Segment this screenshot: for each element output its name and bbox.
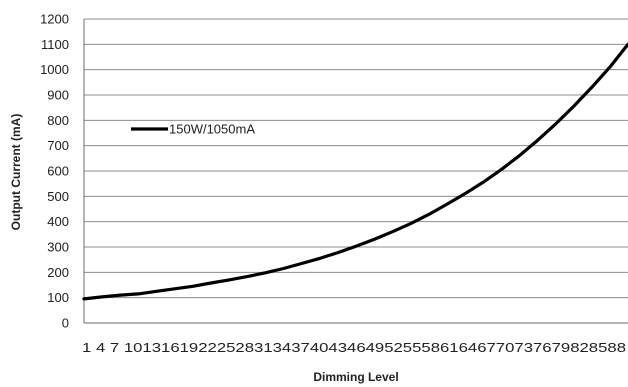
y-tick-labels: 0 100 200 300 400 500 600 700 800 900 1000 1100 1200 bbox=[40, 12, 69, 331]
y-tick-label: 400 bbox=[47, 214, 69, 229]
legend-label: 150W/1050mA bbox=[169, 122, 255, 137]
gridlines bbox=[84, 18, 628, 324]
x-axis-title: Dimming Level bbox=[313, 370, 398, 384]
y-tick-label: 900 bbox=[47, 88, 69, 103]
series-lines bbox=[82, 42, 628, 301]
y-tick-label: 500 bbox=[47, 189, 69, 204]
x-tick-labels: 1 4 7 1013161922252831343740434649525558… bbox=[82, 340, 626, 355]
y-tick-label: 600 bbox=[47, 164, 69, 179]
y-axis-title: Output Current (mA) bbox=[9, 114, 23, 231]
series-line bbox=[82, 42, 628, 301]
y-tick-label: 200 bbox=[47, 265, 69, 280]
legend: 150W/1050mA bbox=[131, 122, 255, 137]
y-tick-label: 800 bbox=[47, 113, 69, 128]
y-tick-label: 0 bbox=[62, 316, 69, 331]
y-tick-label: 700 bbox=[47, 138, 69, 153]
y-tick-label: 100 bbox=[47, 290, 69, 305]
y-tick-label: 1000 bbox=[40, 62, 69, 77]
y-tick-label: 1100 bbox=[41, 37, 69, 52]
y-tick-label: 1200 bbox=[40, 12, 69, 27]
y-tick-label: 300 bbox=[47, 240, 69, 255]
axes bbox=[83, 19, 628, 324]
